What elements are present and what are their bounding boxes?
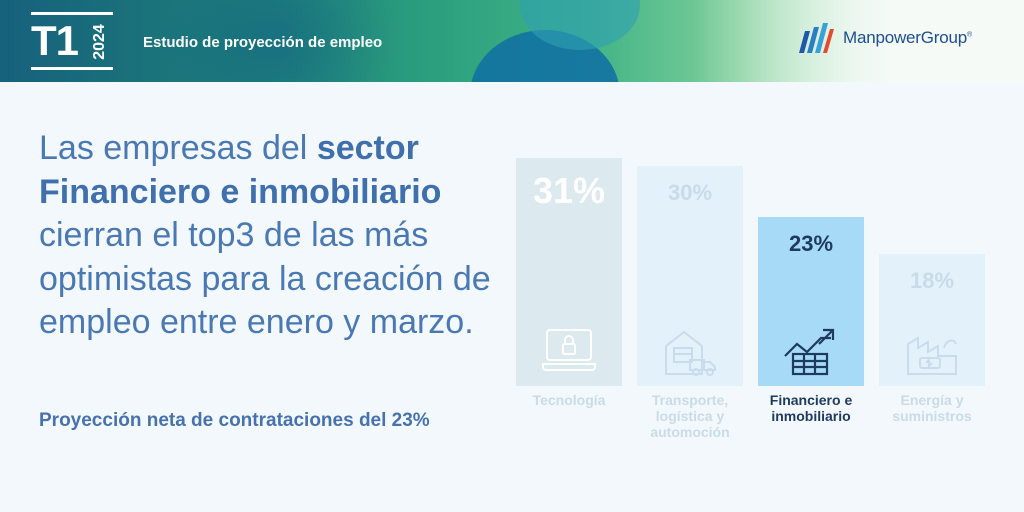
warehouse-truck-icon [662, 326, 718, 383]
bar-category-label: Transporte, logística y automoción [650, 392, 730, 440]
bar-category-label: Energía y suministros [892, 392, 972, 424]
header-banner: T1 2024 Estudio de proyección de empleo … [0, 0, 1024, 82]
year-label: 2024 [91, 24, 108, 60]
manpowergroup-logo: ManpowerGroup® [797, 22, 972, 54]
badge-rule [31, 67, 113, 70]
bar [637, 165, 743, 386]
bar [516, 158, 622, 386]
logo-text: ManpowerGroup® [843, 28, 972, 47]
quarter-label: T1 [31, 17, 79, 64]
chart-growth-icon [783, 326, 839, 383]
bar-group: 30% Transporte, logística y automoción [637, 0, 743, 512]
bar-value-label: 23% [788, 230, 834, 256]
year-label-wrap: 2024 [89, 20, 111, 64]
bar-value-label: 30% [667, 179, 713, 205]
bar [758, 216, 864, 386]
bar-value-label: 18% [909, 267, 955, 293]
bar-value-label: 31% [532, 170, 606, 212]
bar-category-label: Financiero e inmobiliario [769, 392, 853, 424]
bar-group: 18% Energía y suministros [879, 0, 985, 512]
bar-category-label: Tecnología [532, 392, 606, 408]
study-title: Estudio de proyección de empleo [143, 34, 383, 51]
headline: Las empresas del sector Financiero e inmo… [39, 129, 491, 341]
subheadline: Proyección neta de contrataciones del 23… [39, 410, 430, 431]
bar-group: 23% Financiero e inmobiliario [758, 0, 864, 512]
manpower-mark-icon [799, 23, 834, 53]
header-decoration [694, 0, 1024, 82]
bar-group: 31% Tecnología [516, 0, 622, 512]
badge-rule [31, 12, 113, 15]
quarter-badge: T1 2024 [31, 12, 113, 70]
laptop-lock-icon [541, 326, 597, 379]
header-decoration [150, 0, 410, 82]
factory-energy-icon [904, 326, 960, 383]
